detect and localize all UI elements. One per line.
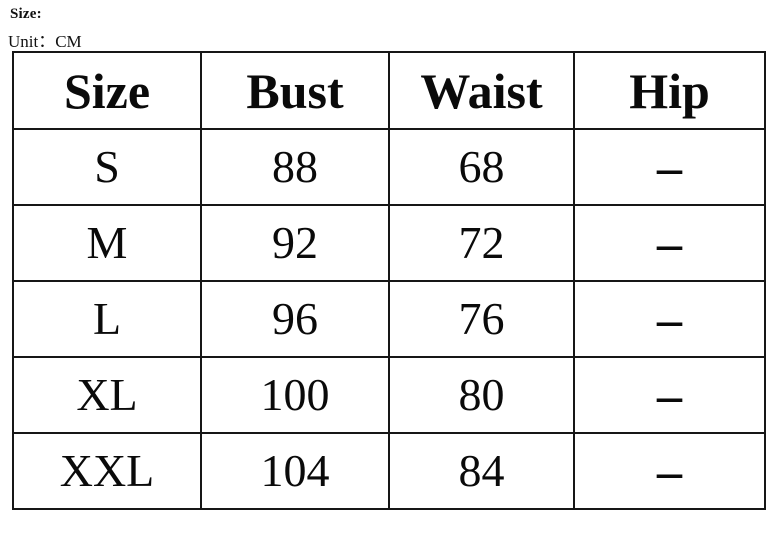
cell-hip: –: [573, 432, 766, 510]
table-row-xl: XL 100 80 –: [12, 356, 766, 434]
cell-size: M: [12, 204, 202, 282]
column-header-bust: Bust: [200, 51, 390, 130]
column-header-waist: Waist: [388, 51, 575, 130]
cell-size: S: [12, 128, 202, 206]
cell-bust: 96: [200, 280, 390, 358]
cell-hip: –: [573, 204, 766, 282]
cell-waist: 80: [388, 356, 575, 434]
column-header-size: Size: [12, 51, 202, 130]
cell-waist: 76: [388, 280, 575, 358]
cell-bust: 88: [200, 128, 390, 206]
cell-size: XXL: [12, 432, 202, 510]
table-row-xxl: XXL 104 84 –: [12, 432, 766, 510]
cell-size: XL: [12, 356, 202, 434]
cell-hip: –: [573, 356, 766, 434]
table-row-l: L 96 76 –: [12, 280, 766, 358]
cell-waist: 68: [388, 128, 575, 206]
cell-size: L: [12, 280, 202, 358]
page-title: Size:: [10, 6, 42, 22]
cell-waist: 72: [388, 204, 575, 282]
column-header-hip: Hip: [573, 51, 766, 130]
cell-hip: –: [573, 128, 766, 206]
cell-bust: 92: [200, 204, 390, 282]
cell-waist: 84: [388, 432, 575, 510]
table-row-m: M 92 72 –: [12, 204, 766, 282]
cell-bust: 100: [200, 356, 390, 434]
cell-bust: 104: [200, 432, 390, 510]
size-chart-table: Size Bust Waist Hip S 88 68 – M 92 72 – …: [12, 51, 766, 510]
header-row: Size Bust Waist Hip: [12, 51, 766, 130]
table-row-s: S 88 68 –: [12, 128, 766, 206]
unit-label: Unit：CM: [8, 32, 82, 51]
cell-hip: –: [573, 280, 766, 358]
